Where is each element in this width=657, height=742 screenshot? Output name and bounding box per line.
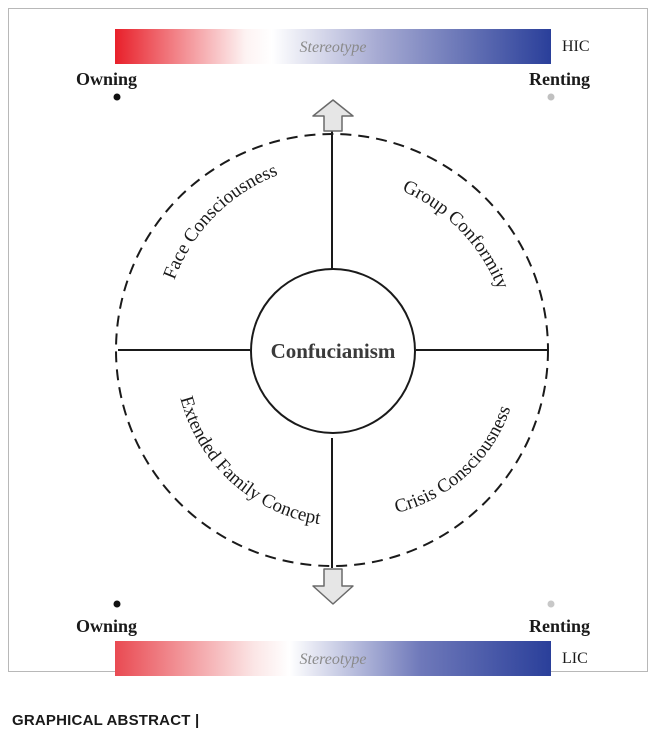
- bottom-spectrum-start-dot: [113, 600, 121, 608]
- bottom-stereotype-label: Stereotype: [300, 651, 367, 668]
- bottom-owning-label: Owning: [76, 616, 137, 636]
- top-renting-label: Renting: [529, 69, 590, 89]
- bottom-stereotype-bar: [115, 641, 551, 676]
- up-arrow-icon: [312, 99, 354, 132]
- down-arrow-icon: [312, 568, 354, 605]
- center-circle: [250, 268, 416, 434]
- top-spectrum-end-dot: [547, 93, 555, 101]
- figure-caption: GRAPHICAL ABSTRACT |: [12, 712, 200, 729]
- bottom-spectrum-end-dot: [547, 600, 555, 608]
- quadrant-label-top-right: Group Conformity: [400, 176, 514, 292]
- top-stereotype-bar: [115, 29, 551, 64]
- bottom-bar-tag: LIC: [562, 650, 588, 667]
- quadrant-label-bottom-right: Crisis Consciousness: [392, 403, 515, 518]
- bottom-renting-label: Renting: [529, 616, 590, 636]
- top-owning-label: Owning: [76, 69, 137, 89]
- top-stereotype-label: Stereotype: [300, 39, 367, 56]
- center-label: Confucianism: [271, 339, 396, 363]
- outer-dashed-circle: [115, 133, 549, 567]
- quadrant-label-top-left: Face Consciousness: [159, 160, 280, 282]
- top-spectrum-start-dot: [113, 93, 121, 101]
- top-bar-tag: HIC: [562, 38, 590, 55]
